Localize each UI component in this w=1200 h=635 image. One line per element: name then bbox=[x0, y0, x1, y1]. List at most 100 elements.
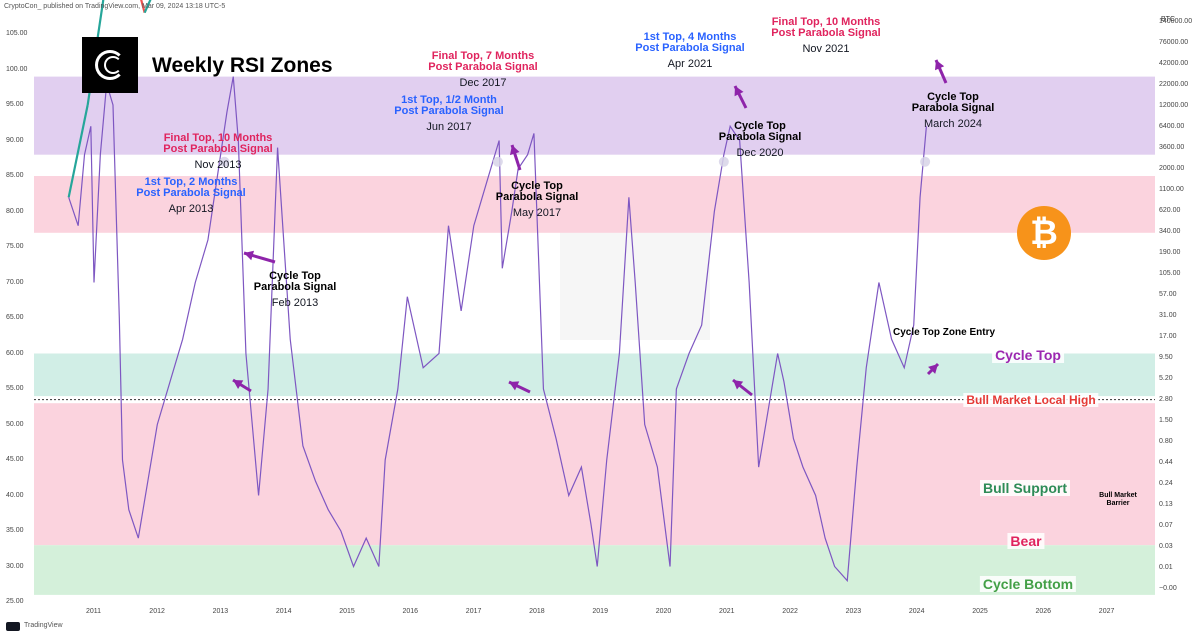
price-segment bbox=[143, 0, 152, 14]
annotation-nov2013: Final Top, 10 Months Post Parabola Signal… bbox=[163, 133, 272, 171]
annotation-line: Parabola Signal bbox=[718, 131, 802, 143]
x-tick-label: 2017 bbox=[465, 608, 482, 615]
annotation-line: Post Parabola Signal bbox=[428, 61, 538, 73]
annotation-line: Parabola Signal bbox=[253, 281, 337, 293]
rsi-line bbox=[68, 76, 927, 583]
x-tick-label: 2023 bbox=[845, 608, 862, 615]
y-tick-label: 85.00 bbox=[6, 172, 24, 179]
signal-arrow-head-icon bbox=[244, 250, 255, 261]
signal-arrow-head-icon bbox=[233, 380, 244, 389]
right-tick-label: 0.03 bbox=[1159, 543, 1173, 550]
tradingview-logo-icon bbox=[6, 622, 20, 631]
x-tick-label: 2025 bbox=[972, 608, 988, 615]
right-tick-label: 12000.00 bbox=[1159, 102, 1189, 109]
annotation-line: Cycle Top bbox=[734, 120, 786, 132]
annotation-date: Feb 2013 bbox=[271, 297, 319, 309]
y-tick-label: 95.00 bbox=[6, 101, 24, 108]
zone-cycle-top bbox=[34, 76, 1155, 155]
annotation-date: Apr 2021 bbox=[667, 58, 713, 70]
zone-label: Cycle Top bbox=[992, 347, 1064, 363]
x-tick-label: 2021 bbox=[719, 608, 735, 615]
y-tick-label: 65.00 bbox=[6, 314, 24, 321]
annotation-date: March 2024 bbox=[923, 118, 983, 130]
right-tick-label: 17.00 bbox=[1159, 333, 1177, 340]
parabola-signal-marker bbox=[718, 156, 729, 167]
footer-brand[interactable]: TradingView bbox=[24, 622, 63, 629]
x-tick-label: 2012 bbox=[149, 608, 165, 615]
parabola-signal-marker bbox=[920, 156, 931, 167]
bitcoin-icon: ₿ bbox=[1017, 206, 1071, 260]
y-tick-label: 35.00 bbox=[6, 527, 24, 534]
y-tick-label: 100.00 bbox=[6, 65, 28, 73]
annotation-date: Apr 2013 bbox=[168, 203, 214, 215]
annotation-date: Jun 2017 bbox=[426, 121, 472, 133]
annotation-nov2021: Final Top, 10 Months Post Parabola Signal… bbox=[771, 17, 880, 55]
annotation-line: Final Top, 7 Months bbox=[431, 50, 535, 62]
annotation-line: Post Parabola Signal bbox=[163, 143, 273, 155]
zone-bear bbox=[34, 403, 1155, 546]
annotation-line: Cycle Top bbox=[269, 270, 321, 282]
annotation-line: Final Top, 10 Months bbox=[163, 132, 273, 144]
annotation-dec2020: Cycle Top Parabola Signal Dec 2020 bbox=[719, 121, 802, 159]
x-tick-label: 2027 bbox=[1098, 608, 1115, 615]
annotation-line: Cycle Top bbox=[927, 91, 979, 103]
y-tick-label: 60.00 bbox=[6, 349, 24, 357]
annotation-line: 1st Top, 4 Months bbox=[643, 31, 737, 43]
annotation-line: 1st Top, 1/2 Month bbox=[401, 94, 497, 106]
right-tick-label: 0.24 bbox=[1159, 480, 1173, 487]
right-tick-label: 0.44 bbox=[1159, 459, 1173, 466]
right-tick-label: 0.01 bbox=[1159, 564, 1173, 571]
y-tick-label: 30.00 bbox=[6, 562, 24, 570]
annotation-dec2017: Final Top, 7 Months Post Parabola Signal D… bbox=[428, 51, 537, 89]
y-tick-label: 45.00 bbox=[6, 456, 24, 463]
y-tick-label: 70.00 bbox=[6, 278, 24, 286]
signal-arrow-head-icon bbox=[928, 364, 938, 374]
right-tick-label: 620.00 bbox=[1159, 207, 1181, 214]
annotation-apr2021: 1st Top, 4 Months Post Parabola Signal Apr… bbox=[635, 32, 744, 70]
y-tick-label: 40.00 bbox=[6, 491, 24, 499]
zone-label: Bear bbox=[1007, 533, 1045, 549]
barrier-label-line: Barrier bbox=[1106, 500, 1130, 507]
y-tick-label: 25.00 bbox=[6, 598, 24, 605]
right-tick-label: 3600.00 bbox=[1159, 144, 1185, 151]
zone-bull-local-high bbox=[34, 176, 1155, 233]
right-tick-label: 105.00 bbox=[1159, 270, 1181, 277]
publish-header: CryptoCon_ published on TradingView.com,… bbox=[4, 3, 226, 10]
zone-bull-support bbox=[34, 353, 1155, 397]
x-tick-label: 2016 bbox=[402, 608, 419, 615]
annotation-may2017: Cycle Top Parabola Signal May 2017 bbox=[496, 181, 579, 219]
annotation-apr2013: 1st Top, 2 Months Post Parabola Signal Apr… bbox=[136, 177, 245, 215]
right-tick-label: 0.80 bbox=[1159, 438, 1173, 445]
barrier-label: Bull Market Barrier bbox=[1099, 492, 1137, 508]
price-unit-label: BTC bbox=[1161, 16, 1175, 23]
annotation-line: Post Parabola Signal bbox=[771, 27, 881, 39]
y-tick-label: 110.00 bbox=[6, 0, 27, 2]
right-tick-label: 57.00 bbox=[1159, 291, 1177, 298]
annotation-line: Cycle Top bbox=[511, 180, 563, 192]
y-tick-label: 105.00 bbox=[6, 30, 28, 37]
chart-title: Weekly RSI Zones bbox=[152, 54, 333, 77]
x-tick-label: 2020 bbox=[655, 608, 672, 615]
y-tick-label: 55.00 bbox=[6, 385, 24, 392]
right-tick-label: 2.80 bbox=[1159, 396, 1173, 403]
right-tick-label: 42000.00 bbox=[1159, 60, 1189, 67]
signal-arrow-head-icon bbox=[935, 60, 945, 71]
right-tick-label: 140000.00 bbox=[1159, 18, 1193, 25]
right-tick-label: 31.00 bbox=[1159, 312, 1177, 319]
right-tick-label: 9.50 bbox=[1159, 354, 1173, 361]
annotation-line: 1st Top, 2 Months bbox=[144, 176, 238, 188]
right-tick-label: 0.07 bbox=[1159, 522, 1173, 529]
annotation-line: Post Parabola Signal bbox=[635, 42, 745, 54]
signal-arrow-head-icon bbox=[509, 381, 520, 391]
x-tick-label: 2018 bbox=[529, 608, 545, 615]
annotation-date: Dec 2020 bbox=[736, 147, 784, 159]
annotation-line: Post Parabola Signal bbox=[394, 105, 504, 117]
annotation-line: Post Parabola Signal bbox=[136, 187, 246, 199]
annotation-mar2024: Cycle Top Parabola Signal March 2024 bbox=[912, 92, 995, 130]
x-tick-label: 2019 bbox=[592, 608, 608, 615]
x-tick-label: 2024 bbox=[908, 608, 925, 615]
y-tick-label: 75.00 bbox=[6, 243, 24, 250]
y-tick-label: 50.00 bbox=[6, 420, 24, 428]
